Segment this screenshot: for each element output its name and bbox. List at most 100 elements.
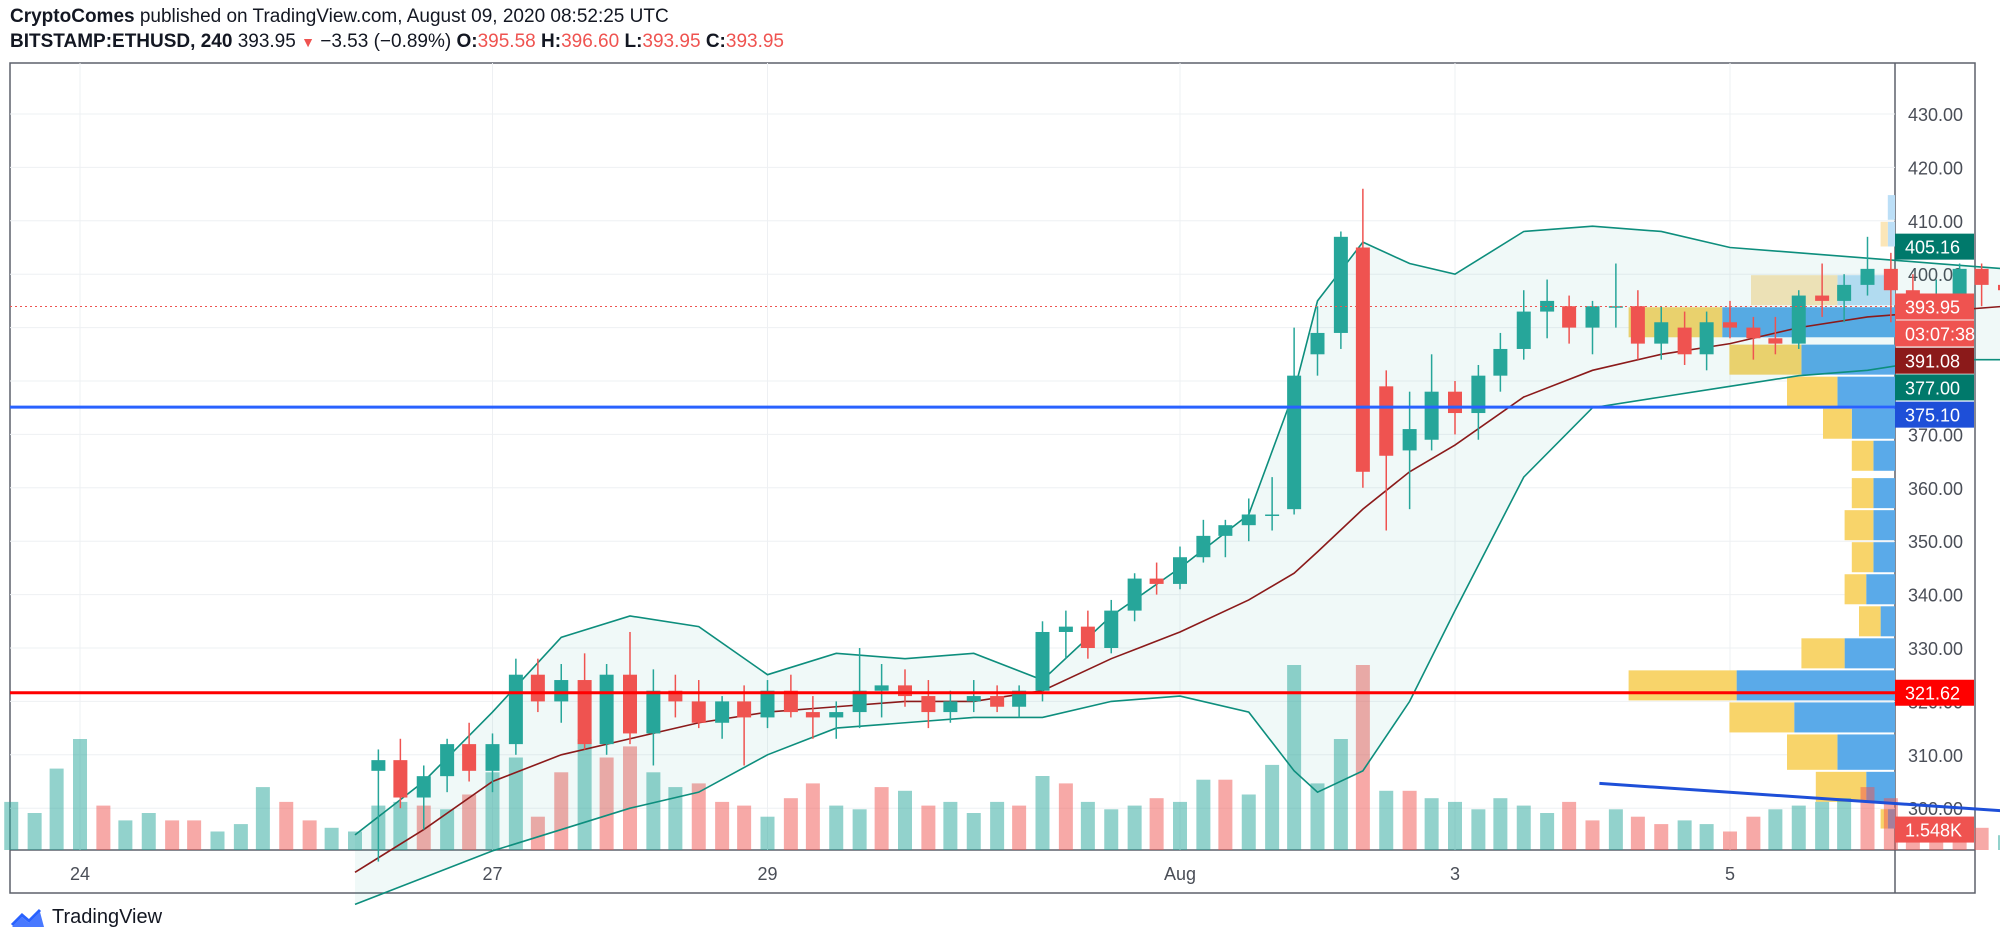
candle-body <box>1080 626 1095 648</box>
candle-body <box>1883 268 1898 291</box>
volume-profile-up <box>1787 376 1838 407</box>
x-tick-label: 5 <box>1725 864 1735 884</box>
volume-bar <box>1677 820 1692 850</box>
volume-trend-line <box>1599 781 2000 813</box>
volume-bar <box>990 801 1005 850</box>
candle-body <box>1585 306 1600 328</box>
candle-body <box>623 674 637 734</box>
volume-bar <box>1310 783 1325 850</box>
volume-profile-down <box>1887 195 1895 220</box>
low-label: L: <box>624 31 643 52</box>
volume-bar <box>1540 813 1555 850</box>
volume-profile-down <box>1866 574 1895 605</box>
volume-bar <box>393 801 408 850</box>
volume-bar <box>187 820 202 850</box>
candle-body <box>1837 284 1852 301</box>
candle-body <box>1287 375 1302 510</box>
candle-body <box>554 680 569 702</box>
volume-bar <box>1173 801 1187 850</box>
candle-body <box>829 712 844 718</box>
volume-profile-down <box>1837 376 1895 407</box>
volume-bar <box>898 790 912 850</box>
author-name[interactable]: CryptoComes <box>10 6 135 27</box>
volume-profile-down <box>1794 702 1895 733</box>
volume-bar <box>210 831 225 850</box>
volume-bar <box>1493 798 1508 850</box>
candle-body <box>1746 327 1761 339</box>
candle-body <box>1035 631 1050 691</box>
volume-profile-down <box>1873 542 1895 573</box>
close-label: C: <box>705 31 726 52</box>
volume-profile-down <box>1887 221 1895 247</box>
candle-body <box>416 776 431 798</box>
volume-profile-up <box>1729 702 1795 733</box>
x-tick-label: 27 <box>482 864 502 884</box>
high-value: 396.60 <box>561 31 620 52</box>
volume-bar <box>646 772 661 850</box>
volume-bar <box>141 813 156 850</box>
volume-bar <box>1791 805 1806 850</box>
price-axis-label: 393.95 <box>1905 298 1960 318</box>
candle-body <box>1355 247 1370 472</box>
candle-body <box>1860 268 1875 285</box>
y-tick-label: 300.00 <box>1908 799 1963 819</box>
volume-bar <box>805 783 820 850</box>
candle-body <box>1630 306 1645 344</box>
candle-body <box>1562 306 1577 328</box>
candle-body <box>1265 514 1280 516</box>
volume-profile-up <box>1628 670 1737 701</box>
y-tick-label: 350.00 <box>1908 532 1963 552</box>
symbol-label: BITSTAMP:ETHUSD, 240 <box>10 31 233 52</box>
candle-body <box>760 690 775 718</box>
volume-bar <box>921 805 936 850</box>
candle-body <box>1104 610 1119 648</box>
volume-bar <box>1265 764 1280 850</box>
candle-body <box>1516 311 1531 349</box>
volume-bar <box>27 813 42 850</box>
volume-profile-up <box>1801 638 1845 669</box>
volume-bar <box>1424 798 1439 850</box>
candle-body <box>691 701 706 723</box>
candle-body <box>1471 375 1486 414</box>
price-axis-label: 377.00 <box>1905 378 1960 398</box>
candle-body <box>1952 268 1967 301</box>
volume-bar <box>668 787 683 850</box>
volume-bar <box>1516 805 1531 850</box>
volume-profile-up <box>1844 510 1874 541</box>
volume-profile-down <box>1844 638 1895 669</box>
tradingview-logo[interactable]: TradingView <box>10 906 162 929</box>
price-axis-label: 321.62 <box>1905 684 1960 704</box>
volume-profile-down <box>1880 606 1895 637</box>
candle-body <box>668 690 683 702</box>
volume-bar <box>348 831 362 850</box>
candle-body <box>943 701 958 713</box>
candle-body <box>1815 295 1830 301</box>
volume-bar <box>1562 801 1577 850</box>
price-axis-label-bg <box>1895 374 1974 401</box>
volume-profile-up <box>1851 542 1874 573</box>
candle-body <box>485 744 500 771</box>
volume-bar <box>324 827 339 850</box>
candle-body <box>1012 690 1027 707</box>
tradingview-icon <box>10 908 44 927</box>
candle-body <box>805 712 820 718</box>
y-tick-label: 330.00 <box>1908 639 1963 659</box>
volume-bar <box>1654 824 1669 850</box>
volume-bar <box>1837 798 1852 850</box>
volume-bar <box>852 809 867 850</box>
y-tick-label: 430.00 <box>1908 105 1963 125</box>
candle-body <box>921 696 936 713</box>
candle-body <box>1493 348 1508 376</box>
candle-body <box>1058 626 1073 632</box>
tradingview-brand: TradingView <box>52 906 163 928</box>
candle-body <box>1402 429 1417 451</box>
price-axis-label: 03:07:38 <box>1905 324 1975 344</box>
volume-bar <box>96 805 111 850</box>
candle-body <box>1379 386 1394 456</box>
candle-body <box>646 690 661 734</box>
volume-bar <box>966 813 981 850</box>
volume-bar <box>1974 827 1989 850</box>
volume-profile-up <box>1823 408 1852 439</box>
volume-bar <box>1998 835 2000 850</box>
